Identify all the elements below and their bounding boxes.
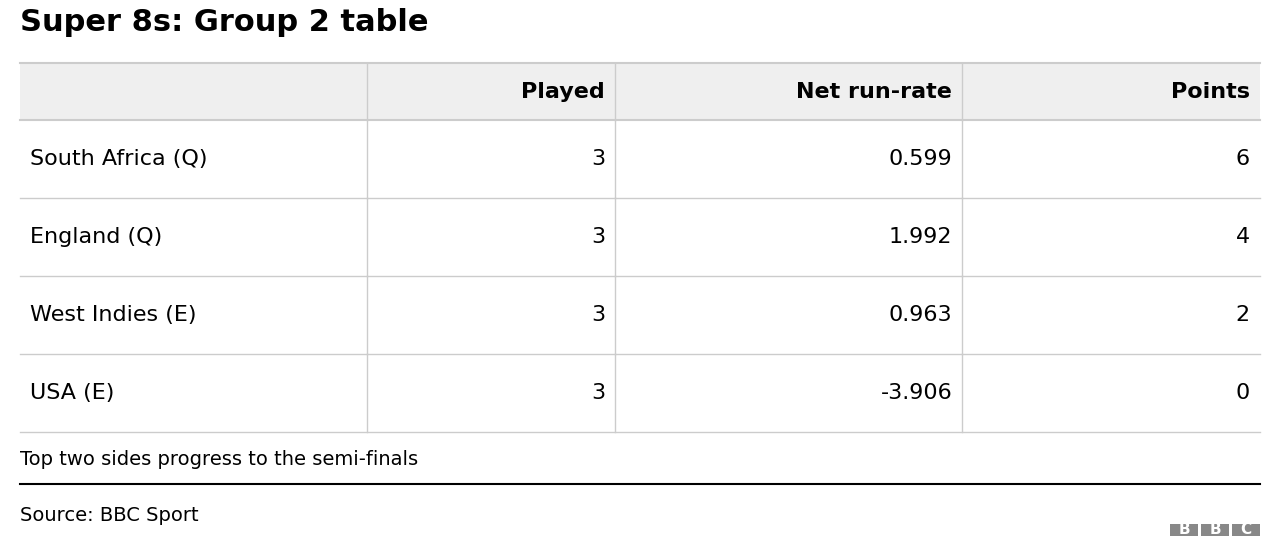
Text: 6: 6: [1235, 149, 1249, 169]
Text: Super 8s: Group 2 table: Super 8s: Group 2 table: [20, 8, 429, 37]
Text: 1.992: 1.992: [888, 227, 952, 247]
Text: 4: 4: [1235, 227, 1249, 247]
Text: Points: Points: [1171, 81, 1249, 101]
Text: 2: 2: [1235, 305, 1249, 325]
Text: Top two sides progress to the semi-finals: Top two sides progress to the semi-final…: [20, 450, 419, 469]
Text: South Africa (Q): South Africa (Q): [31, 149, 207, 169]
Text: C: C: [1240, 522, 1252, 537]
Text: USA (E): USA (E): [31, 383, 115, 403]
Text: Played: Played: [521, 81, 605, 101]
Text: 0: 0: [1235, 383, 1249, 403]
Text: West Indies (E): West Indies (E): [31, 305, 197, 325]
Text: 3: 3: [591, 227, 605, 247]
Text: Source: BBC Sport: Source: BBC Sport: [20, 506, 198, 525]
Text: 3: 3: [591, 305, 605, 325]
Text: England (Q): England (Q): [31, 227, 163, 247]
Text: 3: 3: [591, 149, 605, 169]
Text: B: B: [1210, 522, 1221, 537]
Text: 3: 3: [591, 383, 605, 403]
Text: Net run-rate: Net run-rate: [796, 81, 952, 101]
Text: B: B: [1178, 522, 1190, 537]
Text: 0.599: 0.599: [888, 149, 952, 169]
Text: -3.906: -3.906: [881, 383, 952, 403]
Text: 0.963: 0.963: [888, 305, 952, 325]
